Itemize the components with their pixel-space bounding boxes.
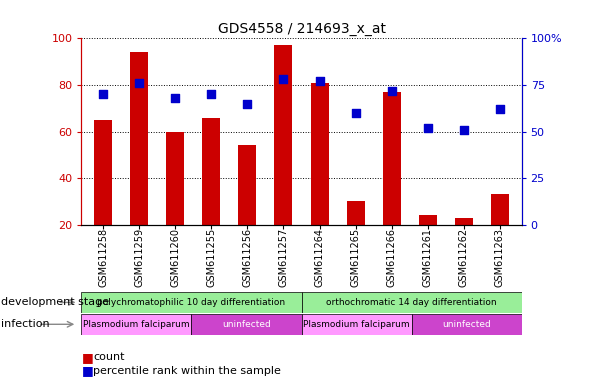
Text: Plasmodium falciparum: Plasmodium falciparum (83, 320, 190, 329)
Text: Plasmodium falciparum: Plasmodium falciparum (303, 320, 410, 329)
Point (279, 76, 288, 83)
Point (351, 110, 361, 116)
Bar (491, 194, 509, 271)
Point (315, 78, 324, 84)
Bar (202, 118, 220, 271)
Bar (311, 83, 329, 271)
Bar (455, 218, 473, 271)
Text: GSM611266: GSM611266 (387, 228, 397, 287)
Bar (192, 314, 302, 335)
Text: GSM611260: GSM611260 (170, 228, 180, 287)
Point (387, 88, 397, 94)
Bar (302, 292, 522, 313)
Bar (383, 92, 401, 271)
Bar (274, 45, 292, 271)
Text: GSM611256: GSM611256 (242, 228, 253, 287)
Text: ■: ■ (81, 351, 93, 364)
Bar (81, 292, 302, 313)
Title: GDS4558 / 214693_x_at: GDS4558 / 214693_x_at (218, 22, 385, 36)
Point (206, 91, 216, 98)
Text: GSM611259: GSM611259 (134, 228, 144, 287)
Bar (81, 314, 192, 335)
Text: GSM611265: GSM611265 (350, 228, 361, 287)
Text: GSM611264: GSM611264 (315, 228, 324, 287)
Text: development stage: development stage (1, 297, 109, 308)
Text: uninfected: uninfected (222, 320, 271, 329)
Point (242, 101, 252, 107)
Bar (166, 132, 185, 271)
Bar (418, 215, 437, 271)
Text: uninfected: uninfected (442, 320, 491, 329)
Point (171, 95, 180, 101)
Bar (94, 120, 112, 271)
Text: percentile rank within the sample: percentile rank within the sample (93, 366, 282, 376)
Text: GSM611258: GSM611258 (98, 228, 108, 287)
Text: infection: infection (1, 319, 49, 329)
Bar (411, 314, 522, 335)
Point (423, 125, 432, 131)
Text: GSM611261: GSM611261 (423, 228, 433, 287)
Bar (347, 201, 365, 271)
Point (98, 91, 108, 98)
Bar (238, 146, 256, 271)
Text: GSM611255: GSM611255 (206, 228, 216, 287)
Bar (130, 52, 148, 271)
Text: ■: ■ (81, 364, 93, 377)
Bar (302, 314, 411, 335)
Text: GSM611262: GSM611262 (459, 228, 469, 287)
Text: polychromatophilic 10 day differentiation: polychromatophilic 10 day differentiatio… (98, 298, 285, 307)
Text: GSM611263: GSM611263 (495, 228, 505, 287)
Text: count: count (93, 352, 125, 362)
Text: orthochromatic 14 day differentiation: orthochromatic 14 day differentiation (326, 298, 497, 307)
Text: GSM611257: GSM611257 (279, 228, 288, 287)
Point (134, 80, 144, 86)
Point (495, 106, 505, 112)
Point (459, 127, 469, 133)
